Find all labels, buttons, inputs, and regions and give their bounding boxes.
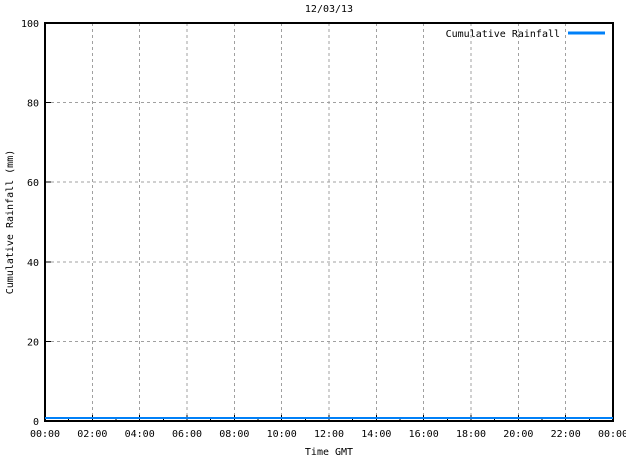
chart-title: 12/03/13 [305,4,353,15]
x-tick-label: 10:00 [267,429,297,440]
x-tick-label: 08:00 [219,429,249,440]
y-tick-labels: 0 20 40 60 80 100 [21,19,39,428]
x-axis-label: Time GMT [305,447,353,458]
y-tick-label: 80 [27,99,39,110]
legend: Cumulative Rainfall [446,29,605,40]
x-tick-label: 00:00 [598,429,626,440]
x-tick-label: 06:00 [172,429,202,440]
x-tick-label: 18:00 [456,429,486,440]
y-tick-label: 0 [33,417,39,428]
y-tick-label: 100 [21,19,39,30]
y-axis-ticks [45,22,51,422]
x-tick-label: 14:00 [361,429,391,440]
y-axis-label: Cumulative Rainfall (mm) [5,150,16,295]
legend-label: Cumulative Rainfall [446,29,560,40]
x-tick-labels: 00:00 02:00 04:00 06:00 08:00 10:00 12:00 14:00… [30,429,626,440]
y-tick-label: 20 [27,337,39,348]
x-tick-label: 02:00 [77,429,107,440]
x-tick-label: 20:00 [503,429,533,440]
y-tick-label: 40 [27,258,39,269]
x-tick-label: 12:00 [314,429,344,440]
x-tick-label: 22:00 [551,429,581,440]
y-tick-label: 60 [27,178,39,189]
gridlines [45,23,613,421]
x-tick-label: 04:00 [125,429,155,440]
x-tick-label: 16:00 [409,429,439,440]
x-tick-label: 00:00 [30,429,60,440]
